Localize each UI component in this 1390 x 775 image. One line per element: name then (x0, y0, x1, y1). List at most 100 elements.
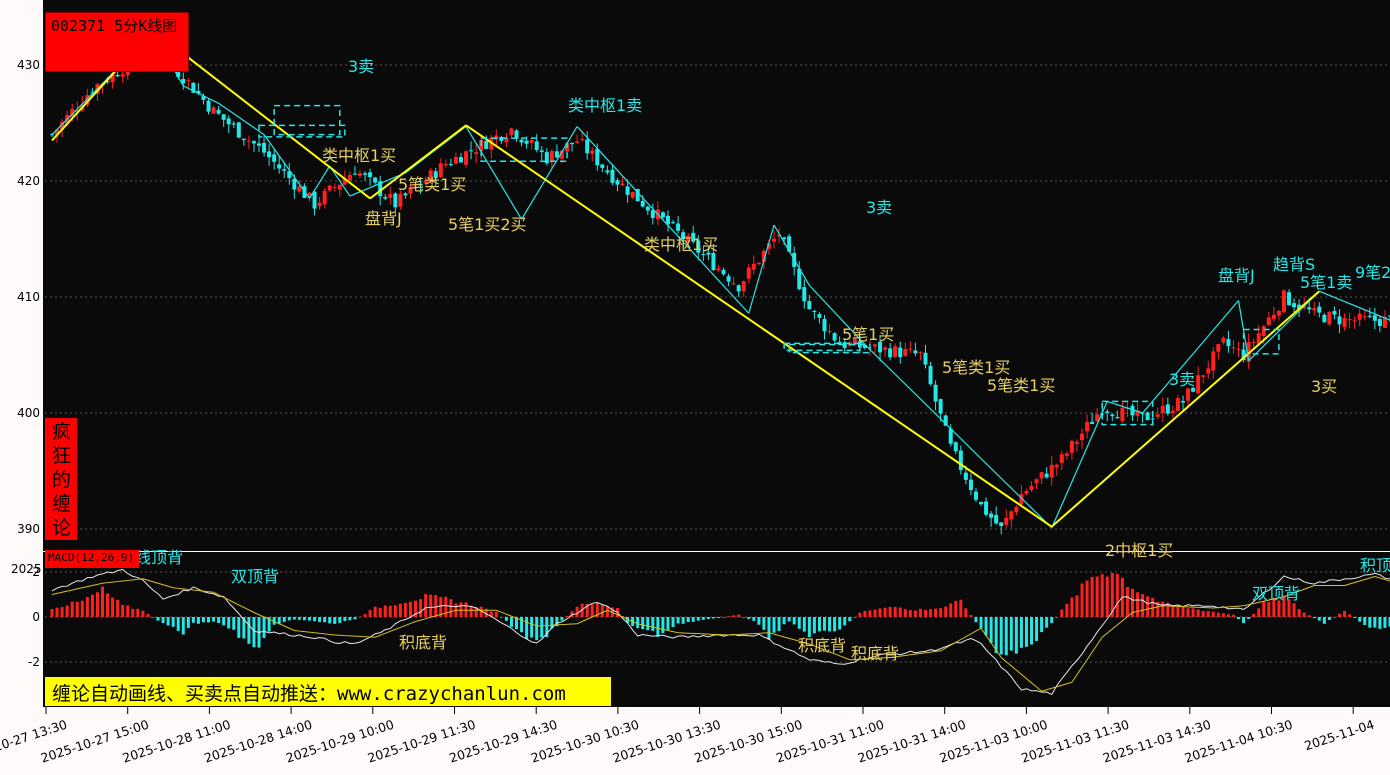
macd-histogram-bar (722, 617, 726, 618)
macd-histogram-bar (338, 617, 342, 623)
candle-body (231, 123, 236, 125)
candle-body (1322, 314, 1327, 323)
candle-body (115, 74, 120, 77)
macd-histogram-bar (939, 608, 943, 617)
macd-histogram-bar (459, 602, 463, 617)
macd-histogram-bar (1201, 611, 1205, 617)
macd-histogram-bar (181, 617, 185, 635)
price-annotation: 3卖 (1169, 370, 1195, 389)
candle-body (1064, 453, 1069, 456)
chart-title-badge: 002371 5分K线图 (45, 12, 189, 72)
candle-body (883, 347, 888, 350)
macd-annotation: 积底背 (851, 644, 899, 663)
price-tick-label: 430 (17, 58, 40, 72)
price-annotation: 类中枢1买 (644, 235, 718, 254)
macd-histogram-bar (353, 617, 357, 620)
macd-histogram-bar (196, 617, 200, 624)
macd-annotation: 积顶 (1360, 556, 1390, 575)
macd-histogram-bar (595, 602, 599, 617)
footer-ad-banner[interactable]: 缠论自动画线、买卖点自动推送：www.crazychanlun.com (45, 677, 611, 706)
candle-body (282, 169, 287, 171)
macd-histogram-bar (999, 617, 1003, 655)
candle-body (620, 183, 625, 186)
macd-histogram-bar (509, 617, 513, 627)
macd-histogram-bar (474, 607, 478, 617)
candle-body (1216, 343, 1221, 352)
macd-histogram-bar (520, 617, 524, 633)
macd-histogram-bar (1247, 617, 1251, 619)
candle-body (317, 202, 322, 207)
candle-body (499, 136, 504, 141)
macd-histogram-bar (106, 593, 110, 617)
candle-body (570, 142, 575, 145)
macd-histogram-bar (626, 617, 630, 623)
macd-histogram-bar (388, 605, 392, 617)
macd-histogram-bar (186, 617, 190, 628)
macd-histogram-bar (959, 599, 963, 617)
candle-body (938, 399, 943, 414)
macd-histogram-bar (1035, 617, 1039, 641)
candle-body (60, 121, 65, 131)
macd-histogram-bar (1312, 617, 1316, 619)
candle-body (1110, 414, 1115, 417)
zhongshu-box (783, 342, 861, 352)
candle-body (559, 150, 564, 159)
macd-histogram-bar (555, 617, 559, 627)
macd-histogram-bar (550, 617, 554, 629)
price-annotation: 5笔类1买 (942, 358, 1010, 377)
time-tick-label: 2025-11-04 (1302, 717, 1376, 754)
candle-body (1206, 368, 1211, 374)
candle-body (984, 501, 989, 515)
macd-histogram-bar (323, 617, 327, 623)
candle-body (1312, 308, 1317, 311)
macd-histogram-bar (1343, 610, 1347, 617)
candle-body (625, 186, 630, 195)
candle-body (1382, 316, 1387, 328)
candle-body (1191, 387, 1196, 392)
candle-body (686, 235, 691, 242)
candle-body (1155, 414, 1160, 417)
macd-histogram-bar (191, 617, 195, 623)
macd-histogram-bar (262, 617, 266, 638)
macd-histogram-bar (499, 617, 503, 618)
macd-histogram-bar (1191, 608, 1195, 617)
candle-body (580, 138, 585, 140)
price-annotation: 盘背J (365, 209, 402, 228)
macd-histogram-bar (863, 610, 867, 617)
macd-histogram-bar (1146, 596, 1150, 617)
macd-histogram-bar (1277, 600, 1281, 617)
candle-body (1388, 315, 1390, 317)
macd-histogram-bar (1040, 617, 1044, 633)
macd-histogram-bar (903, 609, 907, 617)
candle-body (630, 191, 635, 198)
bi-stroke (748, 224, 775, 314)
macd-histogram-bar (742, 617, 746, 618)
candle-body (413, 186, 418, 189)
macd-histogram-bar (954, 600, 958, 617)
macd-histogram-bar (212, 617, 216, 622)
candle-body (257, 143, 262, 146)
candle-body (373, 177, 378, 183)
macd-histogram-bar (1125, 586, 1129, 617)
price-annotation: 5笔1买2买 (448, 215, 527, 234)
macd-histogram-bar (166, 617, 170, 626)
macd-histogram-bar (1292, 603, 1296, 617)
macd-histogram-bar (136, 608, 140, 617)
candle-body (1105, 411, 1110, 413)
macd-histogram-bar (1272, 597, 1276, 617)
candle-body (1044, 473, 1049, 478)
macd-histogram-bar (1211, 611, 1215, 617)
candle-body (484, 141, 489, 149)
macd-histogram-bar (701, 617, 705, 620)
macd-histogram-bar (646, 617, 650, 631)
candle-body (605, 170, 610, 173)
candle-body (1241, 349, 1246, 361)
candle-body (90, 92, 95, 94)
macd-histogram-bar (858, 612, 862, 617)
candle-body (943, 415, 948, 426)
candle-body (1165, 404, 1170, 414)
candle-body (1024, 491, 1029, 494)
macd-histogram-bar (979, 617, 983, 629)
price-annotation: 趋背S (1273, 255, 1315, 274)
candle-body (1054, 464, 1059, 468)
